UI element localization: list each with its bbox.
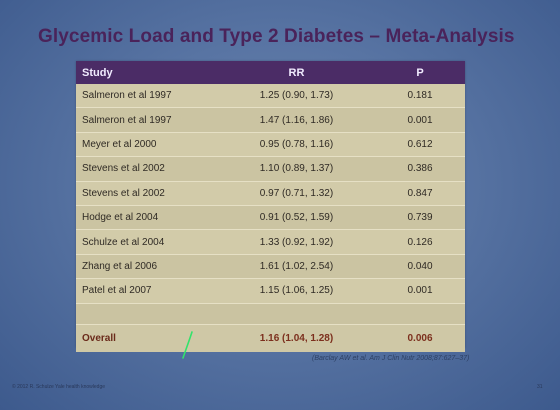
- overall-row: Overall 1.16 (1.04, 1.28) 0.006: [76, 324, 465, 352]
- overall-p: 0.006: [375, 324, 465, 352]
- p-cell: 0.001: [375, 107, 465, 133]
- study-cell: Schulze et al 2004: [76, 229, 218, 255]
- rr-cell: 1.10 (0.89, 1.37): [218, 156, 375, 182]
- p-cell: 0.001: [375, 278, 465, 304]
- table-header-row: Study RR P: [76, 61, 465, 84]
- overall-label: Overall: [76, 324, 218, 352]
- table-spacer-row: [76, 303, 465, 325]
- footer-text: © 2012 R. Schulze Yale health knowledge: [12, 384, 106, 390]
- overall-rr: 1.16 (1.04, 1.28): [218, 324, 375, 352]
- citation: (Barclay AW et al. Am J Clin Nutr 2008;8…: [312, 355, 470, 362]
- table-row: Salmeron et al 1997 1.25 (0.90, 1.73) 0.…: [76, 84, 465, 109]
- rr-cell: 1.47 (1.16, 1.86): [218, 107, 375, 133]
- results-table-container: Study RR P Salmeron et al 1997 1.25 (0.9…: [76, 61, 465, 352]
- header-study: Study: [76, 61, 218, 84]
- study-cell: Zhang et al 2006: [76, 254, 218, 280]
- header-rr: RR: [218, 61, 375, 84]
- laser-pointer-mark: [182, 331, 193, 359]
- p-cell: 0.386: [375, 156, 465, 182]
- p-cell: 0.847: [375, 181, 465, 206]
- p-cell: 0.040: [375, 254, 465, 280]
- rr-cell: 1.33 (0.92, 1.92): [218, 229, 375, 255]
- slide-title: Glycemic Load and Type 2 Diabetes – Meta…: [38, 26, 515, 47]
- p-cell: 0.181: [375, 84, 465, 109]
- results-table: Study RR P Salmeron et al 1997 1.25 (0.9…: [76, 61, 465, 352]
- study-cell: Stevens et al 2002: [76, 181, 218, 206]
- table-row: Meyer et al 2000 0.95 (0.78, 1.16) 0.612: [76, 132, 465, 158]
- p-cell: 0.126: [375, 229, 465, 255]
- rr-cell: 1.61 (1.02, 2.54): [218, 254, 375, 280]
- table-row: Schulze et al 2004 1.33 (0.92, 1.92) 0.1…: [76, 229, 465, 255]
- p-cell: 0.612: [375, 132, 465, 158]
- laser-stroke: [182, 331, 193, 359]
- study-cell: Hodge et al 2004: [76, 205, 218, 231]
- rr-cell: 0.95 (0.78, 1.16): [218, 132, 375, 158]
- rr-cell: 0.91 (0.52, 1.59): [218, 205, 375, 231]
- study-cell: Salmeron et al 1997: [76, 107, 218, 133]
- spacer-cell: [218, 303, 375, 325]
- rr-cell: 0.97 (0.71, 1.32): [218, 181, 375, 206]
- p-cell: 0.739: [375, 205, 465, 231]
- study-cell: Patel et al 2007: [76, 278, 218, 304]
- rr-cell: 1.25 (0.90, 1.73): [218, 84, 375, 109]
- spacer-cell: [375, 303, 465, 325]
- spacer-cell: [76, 303, 218, 325]
- table-row: Stevens et al 2002 0.97 (0.71, 1.32) 0.8…: [76, 181, 465, 206]
- study-cell: Salmeron et al 1997: [76, 84, 218, 109]
- table-row: Hodge et al 2004 0.91 (0.52, 1.59) 0.739: [76, 205, 465, 231]
- study-cell: Stevens et al 2002: [76, 156, 218, 182]
- rr-cell: 1.15 (1.06, 1.25): [218, 278, 375, 304]
- study-cell: Meyer et al 2000: [76, 132, 218, 158]
- header-p: P: [375, 61, 465, 84]
- table-row: Stevens et al 2002 1.10 (0.89, 1.37) 0.3…: [76, 156, 465, 182]
- table-row: Patel et al 2007 1.15 (1.06, 1.25) 0.001: [76, 278, 465, 304]
- table-row: Zhang et al 2006 1.61 (1.02, 2.54) 0.040: [76, 254, 465, 280]
- page-number: 31: [537, 384, 543, 390]
- table-row: Salmeron et al 1997 1.47 (1.16, 1.86) 0.…: [76, 107, 465, 133]
